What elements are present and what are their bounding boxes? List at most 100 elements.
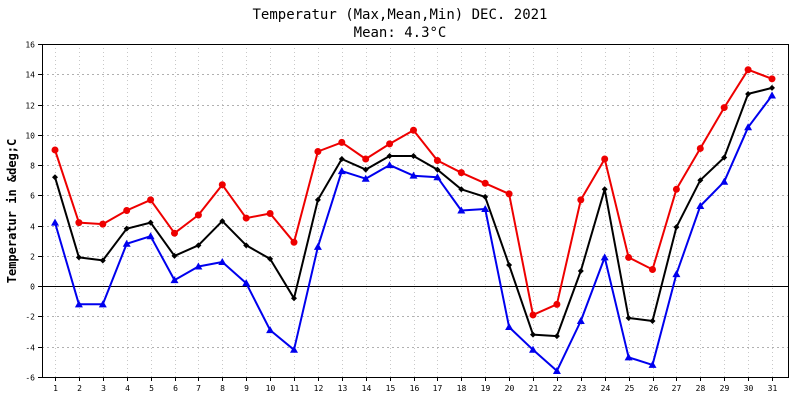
data-point-min [194,262,203,270]
data-point-mean [769,84,775,91]
data-point-max [242,214,250,222]
data-point-max [338,138,346,146]
data-point-max [505,190,513,198]
data-point-mean [314,196,321,203]
y-axis-title: Temperatur in &deg;C [5,139,19,284]
x-tick-label: 26 [649,384,659,393]
data-point-max [529,311,537,319]
data-point-mean [52,174,58,181]
data-point-min [600,253,609,261]
y-tick-label: 12 [25,102,35,111]
y-tick-label: 2 [30,253,35,262]
data-point-min [457,206,466,214]
y-tick-label: 10 [25,132,35,141]
x-tick-label: 29 [720,384,730,393]
data-point-mean [745,90,752,97]
data-point-mean [577,268,584,275]
data-point-min [744,123,753,131]
data-point-min [385,161,394,169]
y-tick-label: -4 [25,344,35,353]
x-tick-label: 21 [529,384,539,393]
x-tick-label: 22 [553,384,563,393]
x-tick-label: 16 [410,384,420,393]
data-point-min [409,171,418,179]
data-point-mean [362,166,369,173]
data-point-min [146,232,155,240]
data-point-max [314,147,322,155]
data-point-min [529,345,537,353]
x-tick-label: 19 [481,384,491,393]
data-point-min [74,300,83,308]
data-point-mean [147,219,154,226]
data-point-min [433,173,442,181]
data-point-mean [434,166,441,173]
data-point-max [290,238,298,246]
data-point-mean [601,186,608,193]
data-point-min [720,177,729,185]
data-point-mean [410,153,417,160]
x-tick-label: 24 [601,384,611,393]
data-point-min [696,201,705,209]
data-point-max [433,157,441,165]
data-point-min [768,91,776,99]
data-point-mean [171,252,178,259]
data-point-max [99,220,107,228]
data-point-max [601,155,609,163]
y-tick-label: -6 [25,374,35,383]
y-tick-label: 14 [25,71,35,80]
y-tick-label: -2 [25,313,35,322]
x-tick-label: 23 [577,384,587,393]
data-point-mean [530,331,536,338]
data-point-mean [219,218,226,225]
x-tick-label: 17 [433,384,443,393]
data-point-mean [291,295,297,302]
data-point-min [552,366,561,374]
x-tick-label: 20 [505,384,515,393]
y-tick-label: 6 [30,192,35,201]
data-point-mean [649,317,656,324]
x-tick-labels: 1 2 3 4 5 6 7 8 9 10 11 12 13 14 15 16 17 18 19 20 21 22 23 24 2… [53,384,777,393]
y-tick-label: 0 [30,283,35,292]
data-point-mean [482,193,489,200]
data-point-max [481,179,489,187]
x-tick-label: 8 [220,384,225,393]
data-point-mean [553,333,560,340]
data-point-min [576,316,585,324]
series-min [51,91,776,374]
data-point-mean [267,255,274,262]
data-point-max [457,169,465,177]
x-tick-label: 13 [338,384,348,393]
data-point-mean [99,257,106,264]
data-point-min [648,360,657,368]
series-mean [52,84,775,340]
data-point-max [672,185,680,193]
data-point-max [147,196,155,204]
data-point-max [553,300,561,308]
x-tick-label: 18 [457,384,467,393]
data-point-min [624,353,633,361]
x-tick-label: 30 [744,384,754,393]
data-point-min [122,239,131,247]
data-point-max [266,210,274,218]
x-tick-label: 7 [196,384,201,393]
data-point-max [362,155,370,163]
data-point-min [361,174,370,182]
data-point-max [123,207,131,214]
data-point-mean [195,242,202,249]
x-tick-label: 28 [696,384,706,393]
data-point-min [337,167,346,175]
data-point-max [386,140,394,148]
data-point-mean [697,177,704,184]
chart-title: Temperatur (Max,Mean,Min) DEC. 2021 [252,7,547,23]
data-point-mean [243,242,250,249]
x-tick-label: 27 [672,384,682,393]
x-tick-label: 1 [53,384,58,393]
data-point-mean [673,224,680,231]
data-point-max [171,229,178,237]
x-tick-label: 11 [290,384,300,393]
y-tick-label: 16 [25,41,35,50]
data-point-min [98,300,107,308]
data-point-min [266,326,275,334]
